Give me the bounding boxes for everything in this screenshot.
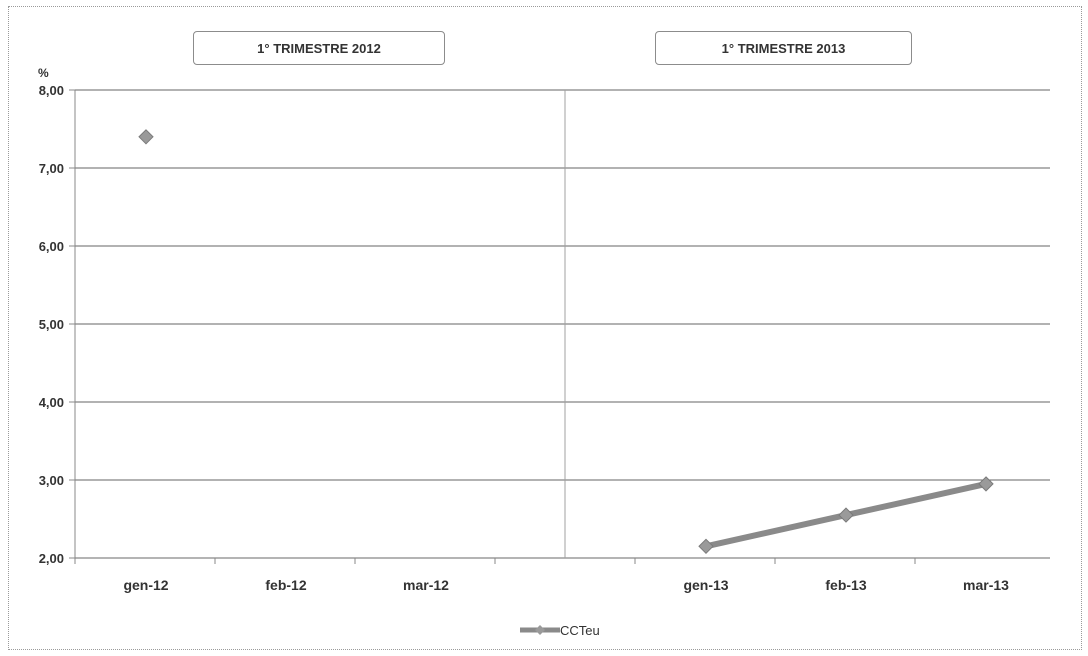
y-tick-label: 6,00 [39, 239, 64, 254]
y-tick-label: 8,00 [39, 83, 64, 98]
y-unit-label: % [38, 66, 49, 80]
legend-label: CCTeu [560, 623, 600, 638]
y-tick-label: 5,00 [39, 317, 64, 332]
data-point [838, 507, 854, 523]
y-tick-label: 7,00 [39, 161, 64, 176]
y-tick-label: 2,00 [39, 551, 64, 566]
x-tick-label: mar-13 [963, 577, 1009, 593]
data-point [138, 129, 154, 145]
period-label-2012: 1° TRIMESTRE 2012 [193, 31, 445, 65]
y-tick-label: 3,00 [39, 473, 64, 488]
period-label-2013: 1° TRIMESTRE 2013 [655, 31, 912, 65]
x-tick-label: gen-13 [683, 577, 728, 593]
x-tick-label: feb-13 [825, 577, 866, 593]
x-tick-label: mar-12 [403, 577, 449, 593]
x-tick-label: feb-12 [265, 577, 306, 593]
data-point [698, 538, 714, 555]
legend-marker [535, 625, 545, 635]
y-tick-label: 4,00 [39, 395, 64, 410]
x-tick-label: gen-12 [123, 577, 168, 593]
chart-frame [8, 6, 1082, 650]
data-point [978, 476, 994, 492]
